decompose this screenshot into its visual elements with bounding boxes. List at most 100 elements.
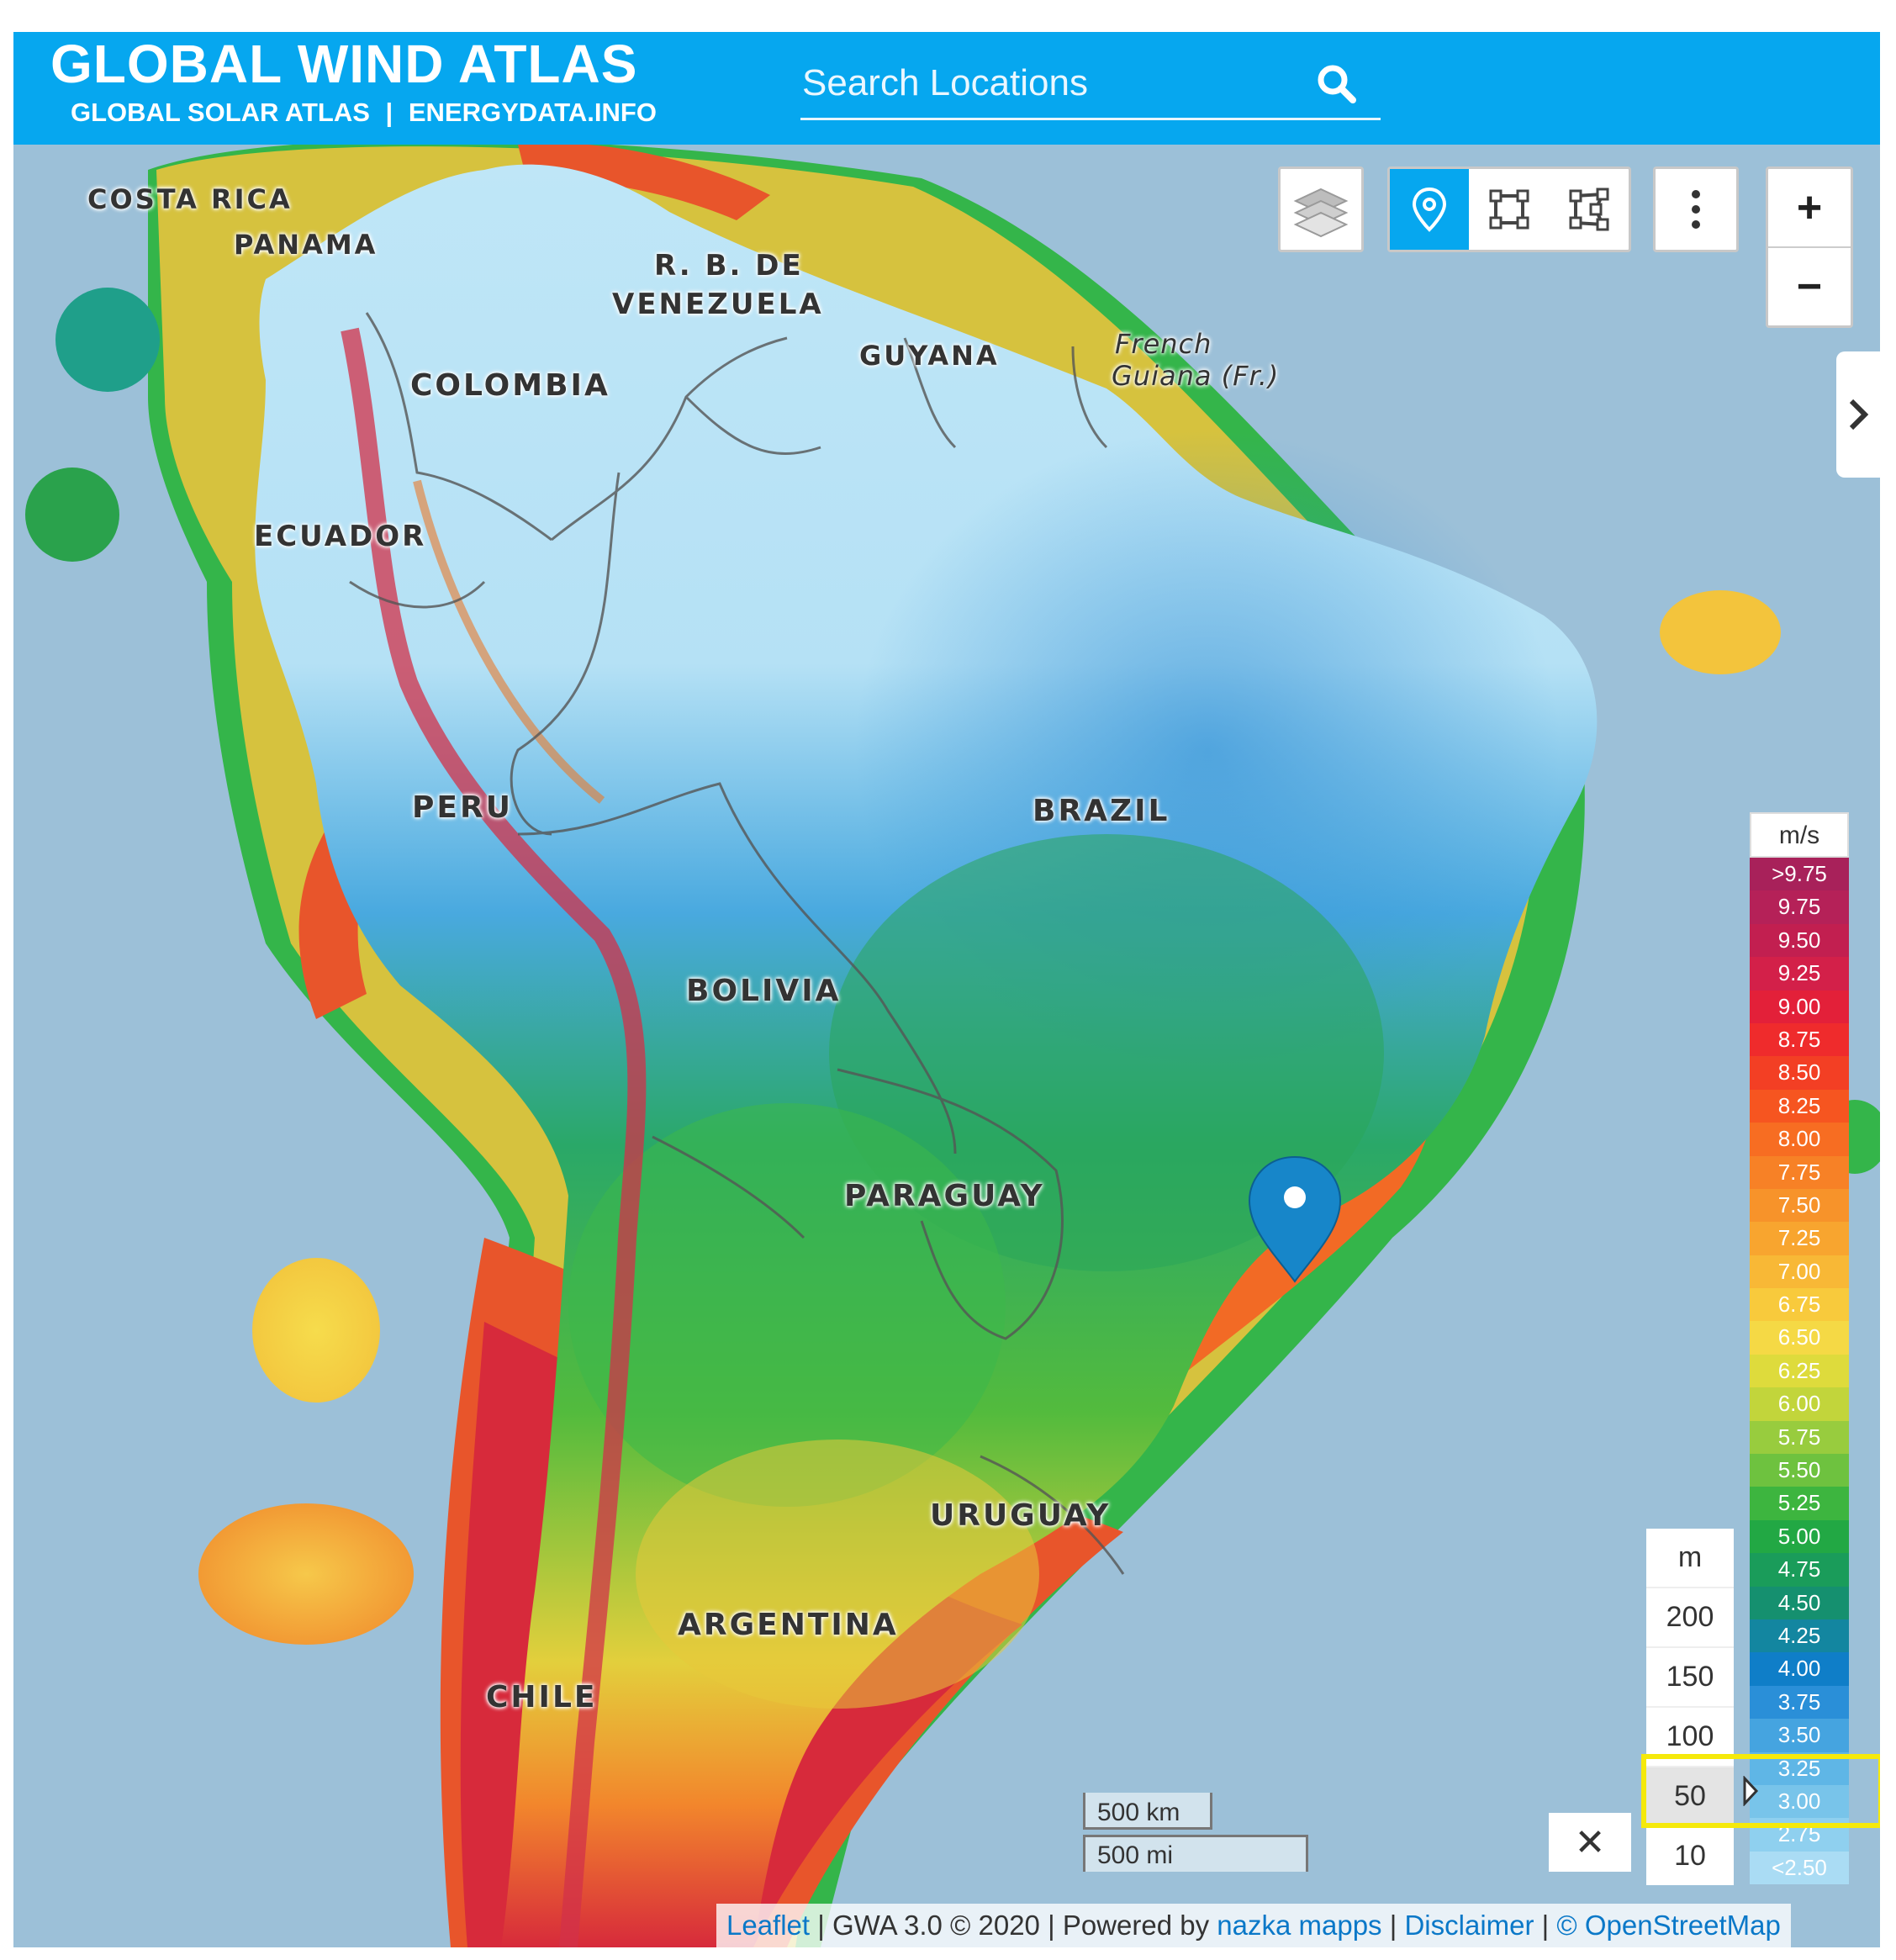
legend-entry: 5.00 bbox=[1750, 1519, 1849, 1554]
legend-entry: 8.00 bbox=[1750, 1123, 1849, 1156]
scale-bar-km: 500 km bbox=[1083, 1793, 1212, 1830]
nazka-link[interactable]: nazka mapps bbox=[1217, 1910, 1382, 1941]
height-option-150[interactable]: 150 bbox=[1646, 1648, 1734, 1708]
polygon-select-icon bbox=[1569, 188, 1609, 231]
layers-icon[interactable] bbox=[1287, 176, 1355, 243]
polygon-tool-button[interactable] bbox=[1550, 169, 1629, 250]
more-menu-button[interactable] bbox=[1653, 166, 1739, 252]
legend-entry: 6.50 bbox=[1750, 1321, 1849, 1355]
label-uruguay: URUGUAY bbox=[930, 1498, 1112, 1533]
layers-control[interactable] bbox=[1278, 166, 1364, 252]
search-input[interactable] bbox=[800, 59, 1308, 108]
zoom-out-button[interactable]: − bbox=[1796, 262, 1823, 311]
legend-entry: 9.75 bbox=[1750, 890, 1849, 924]
legend-unit: m/s bbox=[1750, 812, 1849, 858]
legend-scale: >9.75 9.75 9.50 9.25 9.00 8.75 8.50 8.25 8.00 7.7… bbox=[1750, 858, 1849, 1885]
atlas-links: GLOBAL SOLAR ATLAS | ENERGYDATA.INFO bbox=[71, 98, 657, 128]
selection-highlight-box bbox=[1641, 1754, 1880, 1828]
height-selector: m 200 150 100 50 10 bbox=[1646, 1529, 1734, 1885]
legend-entry: 9.50 bbox=[1750, 923, 1849, 958]
link-separator: | bbox=[385, 98, 393, 127]
legend-entry: 3.00 bbox=[1750, 1784, 1849, 1819]
legend-entry: 4.00 bbox=[1750, 1652, 1849, 1686]
legend-entry: 8.75 bbox=[1750, 1022, 1849, 1057]
point-tool-button[interactable] bbox=[1390, 169, 1469, 250]
height-option-50[interactable]: 50 bbox=[1646, 1767, 1734, 1827]
legend-entry: 7.50 bbox=[1750, 1188, 1849, 1223]
height-unit: m bbox=[1646, 1529, 1734, 1588]
attrib-sep-3: | bbox=[1389, 1910, 1397, 1941]
scale-bar-mi: 500 mi bbox=[1083, 1835, 1308, 1872]
legend-entry: 6.00 bbox=[1750, 1387, 1849, 1421]
legend-entry: 4.75 bbox=[1750, 1553, 1849, 1587]
search-bar bbox=[800, 49, 1381, 120]
legend-entry: 3.75 bbox=[1750, 1685, 1849, 1720]
wind-speed-map[interactable] bbox=[13, 145, 1880, 1947]
legend-entry: 6.75 bbox=[1750, 1288, 1849, 1322]
map-pin-marker[interactable] bbox=[1248, 1155, 1342, 1283]
label-panama: PANAMA bbox=[234, 229, 378, 261]
legend-entry: <2.50 bbox=[1750, 1851, 1849, 1885]
map-attribution: Leaflet | GWA 3.0 © 2020 | Powered by na… bbox=[716, 1904, 1791, 1947]
legend-entry: 4.25 bbox=[1750, 1619, 1849, 1653]
label-brazil: BRAZIL bbox=[1033, 794, 1170, 828]
label-costa-rica: COSTA RICA bbox=[87, 183, 293, 215]
close-legend-button[interactable]: ✕ bbox=[1549, 1813, 1631, 1872]
more-vertical-icon bbox=[1692, 190, 1700, 229]
label-argentina: ARGENTINA bbox=[678, 1608, 899, 1642]
wind-speed-legend: m/s >9.75 9.75 9.50 9.25 9.00 8.75 8.50 8.25 8.0… bbox=[1750, 812, 1849, 1885]
search-icon[interactable] bbox=[1313, 61, 1360, 108]
label-venezuela-bottom: VENEZUELA bbox=[612, 288, 824, 321]
legend-entry: 7.25 bbox=[1750, 1222, 1849, 1255]
label-guyana: GUYANA bbox=[859, 340, 1000, 372]
legend-entry: 5.75 bbox=[1750, 1420, 1849, 1455]
zoom-in-button[interactable]: + bbox=[1768, 169, 1851, 248]
height-option-10[interactable]: 10 bbox=[1674, 1840, 1706, 1872]
label-venezuela-top: R. B. DE bbox=[654, 249, 804, 283]
disclaimer-link[interactable]: Disclaimer bbox=[1404, 1910, 1534, 1941]
legend-entry: 5.25 bbox=[1750, 1487, 1849, 1520]
label-ecuador: ECUADOR bbox=[254, 520, 427, 553]
label-bolivia: BOLIVIA bbox=[686, 974, 842, 1008]
legend-entry: 5.50 bbox=[1750, 1454, 1849, 1487]
rectangle-tool-button[interactable] bbox=[1471, 169, 1548, 250]
rectangle-select-icon bbox=[1489, 189, 1529, 230]
legend-entry: 9.00 bbox=[1750, 990, 1849, 1023]
height-option-100[interactable]: 100 bbox=[1646, 1708, 1734, 1767]
legend-entry: 4.50 bbox=[1750, 1586, 1849, 1619]
legend-entry: 7.00 bbox=[1750, 1255, 1849, 1289]
legend-entry: 8.50 bbox=[1750, 1056, 1849, 1090]
label-french-guiana-bottom: Guiana (Fr.) bbox=[1112, 360, 1280, 392]
legend-entry: 3.50 bbox=[1750, 1719, 1849, 1752]
leaflet-link[interactable]: Leaflet bbox=[726, 1910, 811, 1941]
attrib-sep-1: | bbox=[817, 1910, 825, 1941]
label-peru: PERU bbox=[412, 790, 513, 825]
label-chile: CHILE bbox=[486, 1680, 598, 1714]
legend-entry: >9.75 bbox=[1750, 858, 1849, 891]
attrib-sep-4: | bbox=[1541, 1910, 1550, 1941]
height-option-200[interactable]: 200 bbox=[1646, 1588, 1734, 1648]
gwa-copyright: GWA 3.0 © 2020 bbox=[832, 1910, 1040, 1941]
label-colombia: COLOMBIA bbox=[410, 368, 610, 403]
point-pin-icon bbox=[1412, 187, 1447, 232]
legend-pointer-icon bbox=[1743, 1776, 1759, 1806]
energydata-link[interactable]: ENERGYDATA.INFO bbox=[408, 98, 657, 127]
openstreetmap-link[interactable]: © OpenStreetMap bbox=[1556, 1910, 1781, 1941]
legend-entry: 7.75 bbox=[1750, 1155, 1849, 1189]
header-bar: GLOBAL WIND ATLAS GLOBAL SOLAR ATLAS | E… bbox=[13, 32, 1880, 145]
powered-by-text: Powered by bbox=[1062, 1910, 1210, 1941]
close-icon: ✕ bbox=[1574, 1821, 1606, 1863]
chevron-right-icon bbox=[1849, 399, 1869, 431]
legend-entry: 6.25 bbox=[1750, 1354, 1849, 1388]
selection-tools bbox=[1387, 166, 1631, 252]
legend-entry: 9.25 bbox=[1750, 957, 1849, 991]
global-solar-atlas-link[interactable]: GLOBAL SOLAR ATLAS bbox=[71, 98, 370, 127]
legend-entry: 8.25 bbox=[1750, 1089, 1849, 1123]
zoom-control: + − bbox=[1766, 166, 1853, 328]
side-panel-toggle[interactable] bbox=[1836, 351, 1880, 478]
label-paraguay: PARAGUAY bbox=[844, 1179, 1045, 1213]
label-french-guiana-top: French bbox=[1115, 328, 1212, 360]
app-title[interactable]: GLOBAL WIND ATLAS bbox=[50, 34, 638, 94]
attrib-sep-2: | bbox=[1048, 1910, 1055, 1941]
app-frame: GLOBAL WIND ATLAS GLOBAL SOLAR ATLAS | E… bbox=[13, 32, 1880, 1947]
